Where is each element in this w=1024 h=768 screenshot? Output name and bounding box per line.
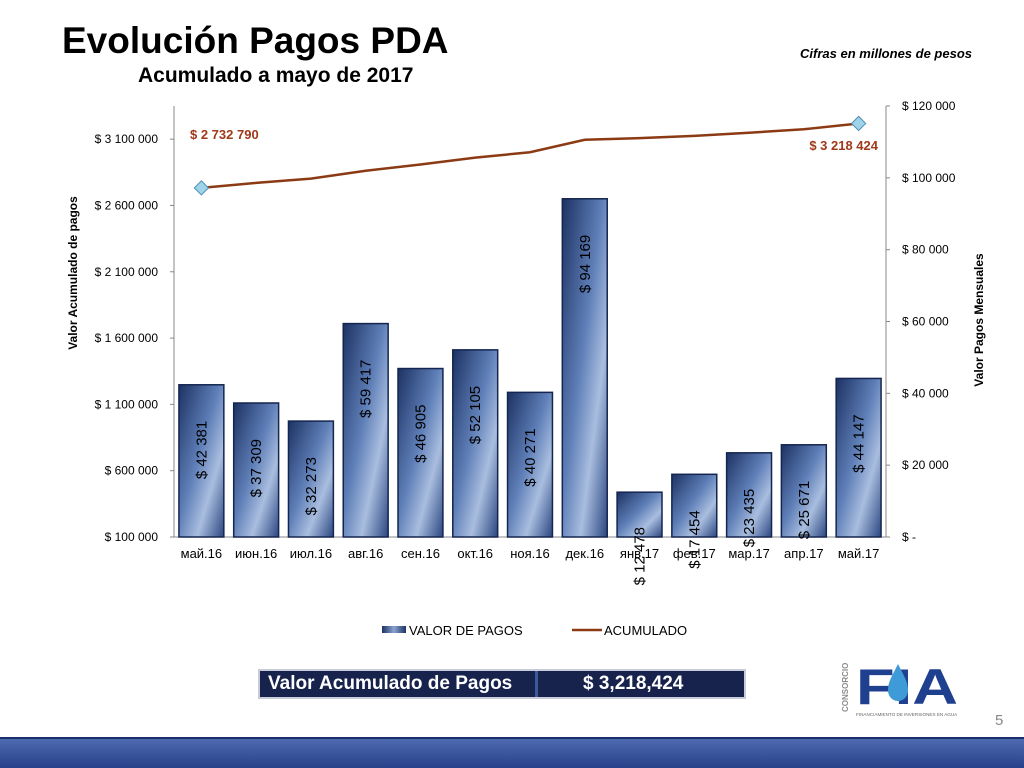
y-left-tick-label: $ 3 100 000 (95, 132, 159, 146)
logo-consorcio-text: CONSORCIO (841, 663, 850, 712)
bar-value-label: $ 46 905 (412, 405, 429, 463)
last-accumulated-label: $ 3 218 424 (809, 138, 878, 153)
y-right-tick-label: $ 120 000 (902, 99, 956, 113)
legend-line-label: ACUMULADO (604, 623, 687, 638)
bar-value-label: $ 44 147 (851, 414, 868, 472)
y-right-tick-label: $ 100 000 (902, 171, 956, 185)
accumulated-line (201, 122, 859, 190)
first-accumulated-label: $ 2 732 790 (190, 127, 259, 142)
y-right-tick-label: $ 20 000 (902, 458, 949, 472)
bar (616, 491, 663, 538)
footer-bar (0, 737, 1024, 768)
summary-value: $ 3,218,424 (583, 673, 684, 694)
bar (725, 452, 773, 538)
bar (780, 444, 828, 538)
page-subtitle: Acumulado a mayo de 2017 (138, 64, 414, 87)
bar (397, 367, 444, 538)
x-tick-label: май.16 (181, 546, 223, 561)
x-tick-label: ноя.16 (510, 546, 550, 561)
page-title: Evolución Pagos PDA (62, 20, 449, 61)
x-tick-label: сен.16 (401, 546, 440, 561)
y-right-tick-label: $ - (902, 530, 916, 544)
y-left-tick-label: $ 2 600 000 (95, 198, 159, 212)
y-left-tick-label: $ 1 100 000 (95, 397, 159, 411)
bar (506, 391, 554, 538)
x-tick-label: янв.17 (620, 546, 659, 561)
x-tick-label: авг.16 (348, 546, 383, 561)
legend-bar-label: VALOR DE PAGOS (409, 623, 523, 638)
bar-value-label: $ 42 381 (193, 421, 210, 479)
x-tick-label: дек.16 (565, 546, 604, 561)
x-tick-label: июл.16 (290, 546, 332, 561)
x-tick-label: окт.16 (457, 546, 493, 561)
line-point-marker (850, 115, 867, 132)
legend-bar-swatch (382, 626, 406, 633)
bar (671, 473, 718, 538)
x-tick-label: май.17 (838, 546, 880, 561)
bar-value-label: $ 52 105 (467, 386, 484, 444)
y-left-axis-title: Valor Acumulado de pagos (66, 196, 80, 350)
x-tick-label: июн.16 (235, 546, 277, 561)
bar (342, 322, 389, 538)
x-tick-label: мар.17 (728, 546, 769, 561)
y-left-tick-label: $ 600 000 (105, 464, 159, 478)
bar-value-label: $ 23 435 (741, 489, 758, 547)
line-point-marker (193, 180, 210, 196)
bar (561, 198, 608, 538)
units-note: Cifras en millones de pesos (800, 46, 972, 61)
page-number: 5 (995, 712, 1004, 729)
y-right-axis-title: Valor Pagos Mensuales (972, 253, 986, 387)
fia-logo: CONSORCIO FIA FINANCIAMIENTO DE INVERSIO… (841, 659, 958, 717)
bar (287, 420, 335, 538)
y-right-tick-label: $ 80 000 (902, 243, 949, 257)
bar (452, 349, 499, 538)
y-right-tick-label: $ 60 000 (902, 315, 949, 329)
bar-value-label: $ 94 169 (577, 235, 594, 293)
y-left-tick-label: $ 2 100 000 (95, 265, 159, 279)
bar-value-label: $ 40 271 (522, 428, 539, 486)
combo-chart: $ 42 381 $ 37 309 $ 32 273 $ 59 417 $ 46 905… (66, 99, 986, 638)
x-tick-label: фев.17 (673, 546, 716, 561)
bar-value-label: $ 32 273 (303, 457, 320, 515)
y-left-tick-label: $ 1 600 000 (95, 331, 159, 345)
bar-value-label: $ 17 454 (686, 510, 703, 568)
logo-tagline: FINANCIAMIENTO DE INVERSIONES EN AGUA (856, 712, 958, 717)
summary-label: Valor Acumulado de Pagos (260, 671, 538, 697)
x-tick-label: апр.17 (784, 546, 824, 561)
legend: VALOR DE PAGOS ACUMULADO (382, 623, 687, 638)
bar (232, 402, 280, 538)
bar-value-label: $ 37 309 (248, 439, 265, 497)
water-drop-icon (888, 664, 908, 701)
y-right-tick-label: $ 40 000 (902, 386, 949, 400)
bar-value-label: $ 12 478 (632, 527, 649, 585)
bar-value-label: $ 25 671 (796, 481, 813, 539)
bar (835, 377, 882, 538)
bar-value-label: $ 59 417 (358, 360, 375, 418)
bar (178, 384, 225, 538)
y-left-tick-label: $ 100 000 (105, 530, 159, 544)
summary-box: Valor Acumulado de Pagos $ 3,218,424 (258, 669, 746, 699)
